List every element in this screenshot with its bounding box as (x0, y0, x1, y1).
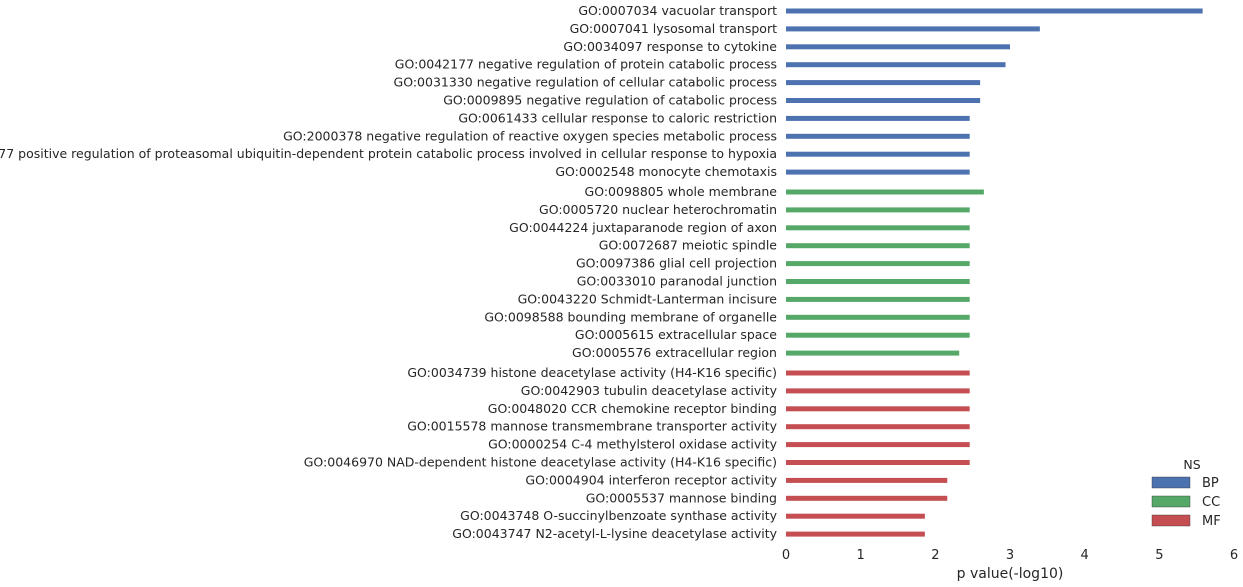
legend-swatch-bp (1151, 476, 1191, 489)
category-label: GO:0033010 paranodal junction (577, 274, 777, 289)
bar-bp (786, 26, 1040, 32)
bar-bp (786, 8, 1203, 14)
bar-bp (786, 44, 1010, 50)
legend-label-bp: BP (1202, 476, 1219, 491)
bar-bp (786, 80, 981, 86)
bar-bp (786, 62, 1006, 68)
bars-group (786, 8, 1203, 537)
category-label: GO:0005537 mannose binding (586, 490, 777, 505)
category-label: GO:0005615 extracellular space (575, 327, 777, 342)
category-label: GO:0004904 interferon receptor activity (525, 472, 777, 487)
x-axis-ticks-group: 0 1 2 3 4 5 6 (782, 548, 1238, 563)
bar-cc (786, 261, 970, 267)
bar-mf (786, 424, 970, 430)
legend: NS BP CC MF (1151, 457, 1221, 529)
category-label: GO:0005720 nuclear heterochromatin (539, 202, 777, 217)
x-tick-label: 5 (1155, 548, 1163, 563)
x-tick-label: 6 (1230, 548, 1238, 563)
bar-cc (786, 243, 970, 249)
bar-bp (786, 98, 981, 103)
category-label: GO:0034097 response to cytokine (563, 39, 777, 54)
bar-mf (786, 477, 948, 483)
category-label: GO:0005576 extracellular region (572, 345, 777, 360)
category-label: GO:0072687 meiotic spindle (599, 238, 778, 253)
bar-bp (786, 151, 970, 157)
bar-cc (786, 296, 970, 302)
bar-cc (786, 314, 970, 320)
bar-cc (786, 350, 960, 356)
category-label: GO:0043220 Schmidt-Lanterman incisure (518, 291, 778, 306)
bar-bp (786, 115, 970, 121)
legend-title: NS (1183, 457, 1200, 472)
bar-cc (786, 225, 970, 231)
bar-cc (786, 332, 970, 338)
category-label: GO:0009895 negative regulation of catabo… (443, 93, 777, 108)
category-labels-group: GO:0007034 vacuolar transport GO:0007041 … (0, 3, 778, 541)
legend-entries-group: BP CC MF (1151, 476, 1221, 529)
category-label: GO:0048020 CCR chemokine receptor bindin… (488, 401, 777, 416)
category-label: GO:0044224 juxtaparanode region of axon (509, 220, 777, 235)
bar-cc (786, 279, 970, 284)
bar-cc (786, 189, 984, 195)
legend-swatch-mf (1151, 514, 1191, 527)
bar-mf (786, 442, 970, 448)
category-label: GO:0061433 cellular response to caloric … (458, 110, 777, 125)
category-label: GO:0000254 C-4 methylsterol oxidase acti… (488, 437, 778, 452)
category-label: GO:0098588 bounding membrane of organell… (484, 309, 777, 324)
x-axis-label: p value(-log10) (957, 566, 1064, 582)
category-label: GO:0031330 negative regulation of cellul… (394, 75, 777, 90)
legend-label-mf: MF (1202, 514, 1221, 529)
bar-mf (786, 388, 970, 394)
category-label: GO:0097386 glial cell projection (576, 256, 777, 271)
category-label: GO:0015578 mannose transmembrane transpo… (407, 419, 777, 434)
category-label: GO:0007034 vacuolar transport (578, 3, 777, 18)
category-label: GO:0043748 O-succinylbenzoate synthase a… (460, 508, 777, 523)
category-label: GO:0034739 histone deacetylase activity … (407, 365, 777, 380)
x-tick-label: 3 (1006, 548, 1014, 563)
legend-swatch-cc (1151, 495, 1191, 508)
category-label: GO:0098805 whole membrane (585, 184, 778, 199)
bar-mf (786, 495, 948, 501)
x-tick-label: 1 (857, 548, 865, 563)
bar-mf (786, 531, 925, 537)
category-label: GO:0002548 monocyte chemotaxis (555, 164, 777, 179)
x-tick-label: 2 (931, 548, 939, 563)
category-label: GO:0042177 negative regulation of protei… (395, 57, 777, 72)
category-label: GO:0043747 N2-acetyl-L-lysine deacetylas… (452, 526, 777, 541)
category-label: GO:0007041 lysosomal transport (570, 21, 777, 36)
x-tick-label: 4 (1081, 548, 1089, 563)
bar-bp (786, 169, 970, 175)
bar-mf (786, 460, 970, 465)
bar-mf (786, 513, 925, 519)
category-label: GO:2000777 positive regulation of protea… (0, 146, 777, 161)
bar-mf (786, 406, 970, 412)
legend-label-cc: CC (1202, 495, 1220, 510)
x-tick-label: 0 (782, 548, 790, 563)
category-label: GO:0042903 tubulin deacetylase activity (521, 383, 778, 398)
bar-cc (786, 207, 970, 213)
category-label: GO:0046970 NAD-dependent histone deacety… (304, 455, 777, 470)
bar-bp (786, 133, 970, 139)
bar-mf (786, 370, 970, 376)
category-label: GO:2000378 negative regulation of reacti… (283, 128, 777, 143)
